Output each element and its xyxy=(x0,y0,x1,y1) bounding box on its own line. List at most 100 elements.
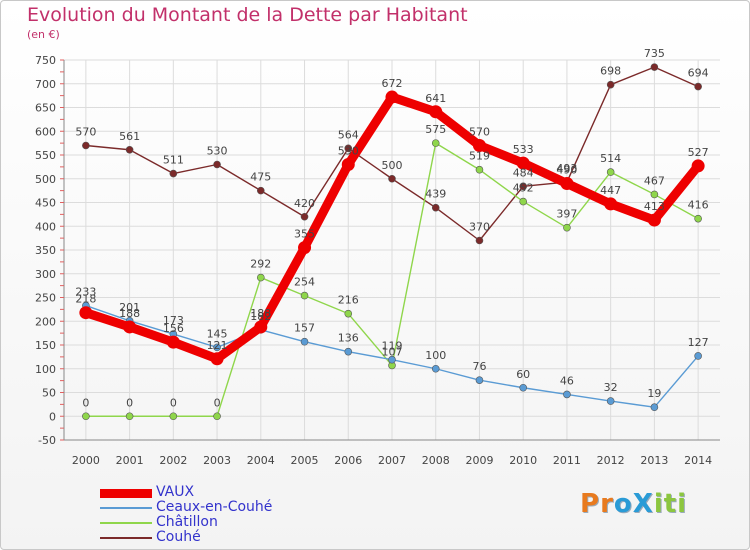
data-point-ceaux-en-couhe xyxy=(388,355,396,364)
data-point-vaux xyxy=(385,90,399,104)
data-point-vaux xyxy=(210,352,224,366)
data-label-ceaux-en-couhe: 145 xyxy=(207,327,228,340)
data-point-vaux xyxy=(472,139,486,152)
data-point-couhe xyxy=(169,169,178,178)
data-point-chatillon xyxy=(300,291,309,300)
data-label-vaux: 413 xyxy=(644,200,665,213)
legend-label: Châtillon xyxy=(156,514,218,530)
data-label-chatillon: 107 xyxy=(382,345,403,358)
data-point-chatillon xyxy=(344,309,353,318)
x-tick-label: 2003 xyxy=(203,454,231,467)
data-label-couhe: 564 xyxy=(338,128,359,141)
y-tick-label: 350 xyxy=(35,244,56,257)
data-label-vaux: 570 xyxy=(469,126,490,139)
data-label-ceaux-en-couhe: 100 xyxy=(425,349,446,362)
y-tick-label: 0 xyxy=(49,410,56,423)
data-label-vaux: 188 xyxy=(119,307,140,320)
data-label-chatillon: 292 xyxy=(250,258,271,271)
data-label-chatillon: 0 xyxy=(170,396,177,409)
data-label-ceaux-en-couhe: 127 xyxy=(688,336,709,349)
data-label-ceaux-en-couhe: 119 xyxy=(382,340,403,353)
data-point-ceaux-en-couhe xyxy=(475,376,484,384)
data-label-chatillon: 575 xyxy=(425,123,446,136)
data-point-couhe xyxy=(82,141,90,150)
data-point-vaux xyxy=(691,159,705,173)
data-point-chatillon xyxy=(519,197,528,206)
axes: -500501001502002503003504004505005506006… xyxy=(35,54,720,467)
data-label-chatillon: 254 xyxy=(294,276,315,289)
data-point-ceaux-en-couhe xyxy=(213,343,221,352)
data-point-ceaux-en-couhe xyxy=(344,347,353,356)
data-point-couhe xyxy=(125,145,134,154)
y-tick-label: 550 xyxy=(35,149,56,162)
chart-subtitle: (en €) xyxy=(27,28,60,41)
data-label-ceaux-en-couhe: 173 xyxy=(163,314,184,327)
data-point-ceaux-en-couhe xyxy=(650,403,659,412)
data-point-ceaux-en-couhe xyxy=(606,397,615,405)
data-label-couhe: 475 xyxy=(250,171,271,184)
data-label-chatillon: 397 xyxy=(556,208,577,221)
data-label-ceaux-en-couhe: 201 xyxy=(119,301,140,314)
x-tick-label: 2014 xyxy=(684,454,712,467)
x-tick-label: 2006 xyxy=(334,454,362,467)
legend-label: Ceaux-en-Couhé xyxy=(156,499,273,515)
data-point-vaux xyxy=(166,335,180,349)
data-point-couhe xyxy=(213,160,221,169)
y-tick-label: 450 xyxy=(35,197,56,210)
data-point-vaux xyxy=(123,320,137,334)
y-tick-label: 300 xyxy=(35,268,56,281)
data-point-couhe xyxy=(694,82,702,91)
y-tick-label: 150 xyxy=(35,339,56,352)
data-point-ceaux-en-couhe xyxy=(519,383,528,392)
y-tick-label: 250 xyxy=(35,292,56,305)
data-label-vaux: 527 xyxy=(688,146,709,159)
series xyxy=(79,63,705,421)
data-label-chatillon: 416 xyxy=(688,199,709,212)
legend-swatch xyxy=(100,489,152,498)
data-labels: 570 561 511 530 475 420 564 500 439 370 484 493 698 7… xyxy=(75,47,708,409)
data-point-chatillon xyxy=(563,223,571,232)
data-label-vaux: 530 xyxy=(338,145,359,158)
legend-label: Couhé xyxy=(156,529,201,545)
y-tick-label: 100 xyxy=(35,363,56,376)
data-point-vaux xyxy=(254,320,268,334)
data-label-ceaux-en-couhe: 60 xyxy=(516,368,530,381)
data-point-chatillon xyxy=(475,165,484,174)
data-point-chatillon xyxy=(650,190,659,199)
data-label-vaux: 156 xyxy=(163,322,184,335)
data-point-vaux xyxy=(647,213,661,227)
data-label-couhe: 570 xyxy=(75,126,96,139)
data-point-couhe xyxy=(256,186,265,195)
legend-label: VAUX xyxy=(156,484,195,500)
data-point-chatillon xyxy=(431,139,440,147)
data-label-couhe: 511 xyxy=(163,154,184,167)
data-point-couhe xyxy=(519,182,528,191)
data-point-chatillon xyxy=(694,214,702,223)
data-label-couhe: 500 xyxy=(382,159,403,172)
data-point-vaux xyxy=(298,241,312,255)
data-label-couhe: 694 xyxy=(688,67,709,80)
data-label-vaux: 188 xyxy=(250,307,271,320)
data-label-vaux: 121 xyxy=(207,339,228,352)
x-tick-label: 2013 xyxy=(640,454,668,467)
data-point-chatillon xyxy=(125,412,134,421)
data-label-couhe: 493 xyxy=(556,162,577,175)
x-tick-label: 2011 xyxy=(553,454,581,467)
data-label-chatillon: 519 xyxy=(469,150,490,163)
data-label-chatillon: 216 xyxy=(338,294,359,307)
y-tick-label: 600 xyxy=(35,125,56,138)
data-label-couhe: 370 xyxy=(469,221,490,234)
data-label-ceaux-en-couhe: 76 xyxy=(472,360,486,373)
data-label-ceaux-en-couhe: 136 xyxy=(338,332,359,345)
data-point-chatillon xyxy=(256,273,265,282)
data-label-couhe: 735 xyxy=(644,47,665,60)
data-label-ceaux-en-couhe: 46 xyxy=(560,374,574,387)
data-point-vaux xyxy=(516,156,530,170)
data-point-couhe xyxy=(300,212,309,221)
data-point-vaux xyxy=(79,306,93,320)
data-point-couhe xyxy=(344,144,353,153)
data-point-ceaux-en-couhe xyxy=(300,337,309,346)
y-tick-label: 500 xyxy=(35,173,56,186)
